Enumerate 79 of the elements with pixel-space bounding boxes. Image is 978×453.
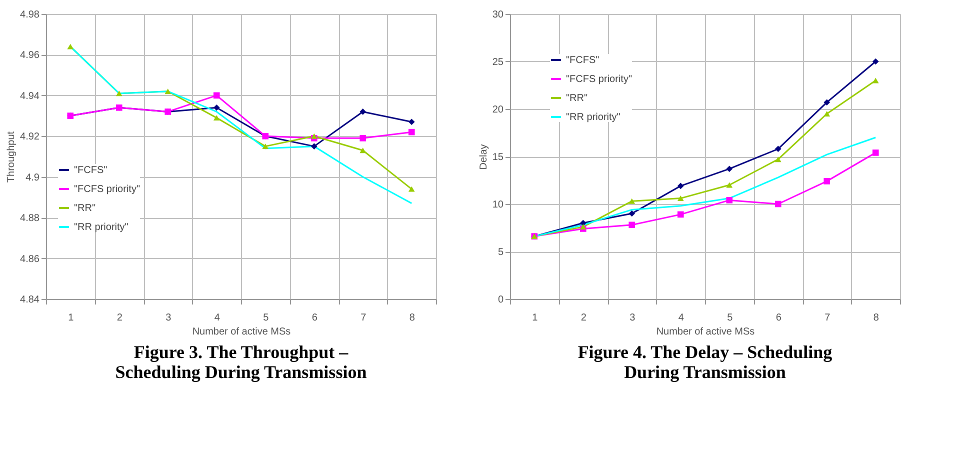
- point: [677, 182, 684, 190]
- point: [213, 115, 220, 121]
- x-tick-label: 8: [409, 312, 416, 324]
- x-axis-title: Number of active MSs: [656, 326, 755, 338]
- x-tick-label: 8: [873, 312, 880, 324]
- legend-label: "RR": [74, 203, 96, 214]
- point: [726, 166, 733, 172]
- x-tick-label: 2: [580, 312, 587, 324]
- x-tick-label: 2: [116, 312, 123, 324]
- x-tick-label: 6: [312, 312, 318, 324]
- y-tick-label: 4.86: [20, 254, 40, 265]
- x-tick-label: 5: [263, 312, 270, 324]
- point: [774, 146, 782, 152]
- y-tick-label: 4.84: [20, 294, 40, 306]
- legend-label: "FCFS": [566, 55, 600, 66]
- point: [262, 144, 269, 150]
- x-tick-label: 1: [68, 312, 74, 324]
- x-tick-label: 7: [824, 312, 831, 324]
- y-tick-label: 4.94: [20, 90, 40, 102]
- legend-label: "FCFS priority": [74, 184, 140, 195]
- point: [872, 78, 879, 84]
- x-tick-label: 3: [630, 312, 636, 324]
- point: [408, 186, 415, 192]
- point: [824, 111, 830, 116]
- point: [213, 104, 220, 111]
- y-tick-label: 25: [492, 57, 504, 68]
- point: [872, 58, 879, 65]
- y-tick-label: 4.92: [20, 132, 40, 143]
- x-tick-label: 3: [166, 312, 172, 324]
- point: [360, 148, 366, 154]
- legend-label: "FCFS priority": [566, 74, 632, 85]
- point: [310, 143, 318, 150]
- point: [726, 197, 733, 204]
- point: [580, 220, 586, 226]
- point: [408, 128, 415, 136]
- x-tick-label: 4: [678, 312, 684, 324]
- x-tick-label: 6: [776, 312, 782, 324]
- x-tick-label: 7: [360, 312, 367, 324]
- text: Figure 3. The Throughput – Scheduling During Transmission: [115, 342, 367, 382]
- point: [677, 211, 684, 218]
- point: [628, 198, 636, 204]
- y-tick-label: 4.88: [20, 213, 40, 224]
- point: [628, 222, 636, 228]
- x-tick-label: 1: [532, 312, 538, 324]
- y-tick-label: 0: [498, 294, 504, 306]
- point: [408, 118, 415, 126]
- point: [774, 156, 782, 162]
- y-tick-label: 4.96: [20, 50, 40, 62]
- legend-label: "FCFS": [74, 165, 108, 176]
- point: [360, 135, 366, 142]
- y-tick-label: 30: [492, 10, 504, 20]
- point: [726, 182, 733, 188]
- point: [67, 44, 74, 50]
- y-tick-label: 15: [492, 152, 504, 163]
- point: [628, 210, 636, 217]
- y-axis-title: Throughput: [6, 131, 18, 183]
- point: [310, 133, 318, 139]
- y-axis-title: Delay: [478, 144, 490, 170]
- y-tick-label: 4.9: [26, 172, 40, 184]
- point: [213, 92, 220, 99]
- point: [116, 90, 122, 96]
- point: [872, 150, 879, 156]
- y-tick-label: 20: [492, 104, 504, 116]
- y-tick-label: 5: [498, 247, 504, 258]
- legend-label: "RR priority": [74, 222, 129, 233]
- point: [824, 178, 830, 184]
- point: [164, 88, 172, 94]
- y-tick-label: 10: [492, 200, 504, 210]
- x-axis-title: Number of active MSs: [192, 326, 291, 338]
- point: [360, 108, 366, 115]
- point: [824, 99, 830, 106]
- legend-label: "RR": [566, 93, 588, 104]
- text: Figure 4. The Delay – Scheduling During Transmission: [578, 342, 832, 382]
- point: [677, 196, 684, 202]
- x-tick-label: 5: [727, 312, 734, 324]
- x-tick-label: 4: [214, 312, 220, 324]
- legend-label: "RR priority": [566, 112, 621, 123]
- point: [774, 200, 782, 208]
- y-tick-label: 4.98: [20, 10, 40, 20]
